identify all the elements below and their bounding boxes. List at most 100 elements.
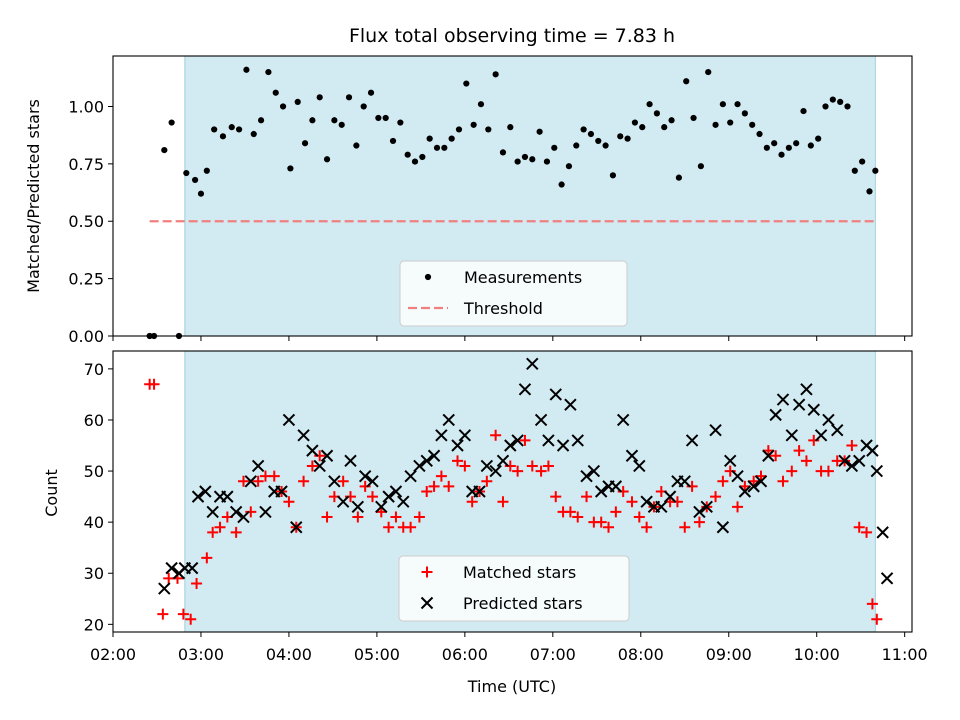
data-point	[526, 460, 538, 472]
data-point	[191, 490, 205, 503]
data-point	[389, 137, 397, 145]
data-point	[366, 475, 379, 488]
data-point	[697, 163, 704, 170]
data-point	[177, 608, 189, 620]
data-point	[165, 561, 178, 575]
data-point	[777, 475, 789, 487]
data-point	[603, 521, 615, 533]
data-point	[206, 505, 219, 519]
data-point	[595, 137, 602, 145]
data-point	[448, 135, 455, 142]
data-point	[880, 572, 894, 585]
data-point	[587, 464, 601, 478]
data-point	[594, 485, 608, 498]
data-point	[822, 103, 829, 110]
x-axis-label: Time (UTC)	[467, 677, 556, 696]
data-point	[683, 78, 690, 85]
data-point	[485, 126, 492, 133]
data-point	[490, 429, 502, 441]
data-point	[747, 480, 760, 493]
data-point	[214, 521, 226, 533]
x-tick-label: 06:00	[442, 645, 488, 664]
data-point	[473, 485, 486, 498]
data-point	[157, 608, 169, 620]
data-point	[268, 470, 280, 482]
data-point	[831, 423, 844, 437]
data-point	[724, 454, 737, 468]
legend-label: Predicted stars	[463, 594, 583, 613]
data-point	[693, 516, 705, 528]
data-point	[328, 475, 341, 488]
data-point	[771, 140, 778, 147]
data-point	[793, 445, 805, 457]
bottom-y-axis-label: Count	[42, 469, 61, 517]
data-point	[306, 460, 318, 472]
data-point	[853, 521, 865, 533]
data-point	[661, 124, 668, 131]
data-point	[535, 465, 547, 477]
data-point	[243, 66, 250, 73]
data-point	[686, 480, 698, 492]
data-point	[822, 465, 834, 477]
data-point	[451, 439, 464, 452]
data-point	[367, 89, 375, 96]
axes-frame	[112, 55, 913, 337]
y-tick-label: 0.00	[68, 327, 104, 346]
data-point	[685, 434, 699, 447]
legend-marker	[424, 273, 432, 281]
data-point	[633, 511, 645, 523]
data-point	[161, 146, 168, 154]
data-point	[257, 117, 265, 124]
data-point	[653, 110, 661, 117]
data-point	[413, 459, 426, 473]
data-point	[763, 144, 770, 151]
data-point	[853, 454, 866, 468]
data-point	[211, 126, 218, 133]
data-point	[861, 526, 873, 538]
data-point	[497, 496, 509, 508]
data-point	[405, 521, 417, 533]
top-series-group	[146, 66, 879, 340]
data-point	[336, 495, 350, 508]
data-point	[770, 450, 782, 462]
data-point	[580, 469, 593, 483]
data-point	[785, 144, 792, 151]
y-tick-label: 0.25	[68, 270, 104, 289]
data-point	[514, 158, 521, 165]
data-point	[564, 398, 577, 411]
data-point	[870, 464, 884, 478]
data-point	[580, 126, 587, 133]
x-tick-label: 07:00	[530, 645, 576, 664]
y-tick-label: 0.75	[68, 155, 104, 174]
data-point	[518, 383, 532, 396]
data-point	[366, 491, 378, 503]
data-point	[671, 496, 683, 508]
data-point	[203, 167, 210, 174]
data-point	[573, 142, 580, 149]
data-point	[724, 465, 736, 477]
data-point	[279, 103, 287, 110]
top-y-axis-label: Matched/Predicted stars	[24, 99, 43, 293]
data-point	[829, 96, 836, 103]
data-point	[595, 516, 607, 528]
data-point	[558, 181, 565, 188]
data-point	[542, 460, 554, 472]
data-point	[529, 156, 536, 163]
data-point	[421, 486, 433, 497]
data-point	[668, 117, 675, 124]
data-point	[712, 121, 719, 128]
data-point	[338, 121, 345, 128]
data-point	[158, 582, 171, 595]
data-point	[762, 445, 774, 457]
data-point	[727, 119, 734, 126]
data-point	[609, 480, 623, 493]
data-point	[419, 153, 426, 161]
x-tick-label: 05:00	[354, 645, 400, 664]
data-point	[442, 413, 455, 427]
x-tick-label: 08:00	[618, 645, 664, 664]
data-point	[778, 151, 785, 158]
data-point	[866, 444, 879, 457]
data-point	[306, 444, 319, 457]
data-point	[331, 117, 338, 124]
data-point	[427, 449, 441, 462]
